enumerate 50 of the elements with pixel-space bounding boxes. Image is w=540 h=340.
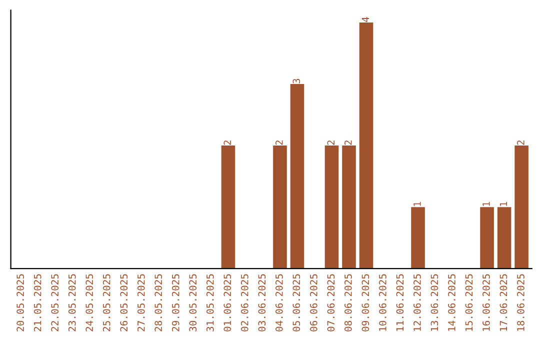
bar <box>411 207 425 269</box>
data-label: 2 <box>275 140 283 145</box>
bar <box>324 146 339 269</box>
bar <box>359 22 374 269</box>
x-tick-label: 21.05.2025 <box>34 274 42 332</box>
data-label: 3 <box>292 78 300 84</box>
x-tick-label: 03.06.2025 <box>258 274 266 332</box>
x-tick-label: 01.06.2025 <box>224 274 232 332</box>
x-tick-label: 12.06.2025 <box>414 274 421 331</box>
bar <box>342 146 356 269</box>
x-tick-label: 17.06.2025 <box>500 274 508 331</box>
x-tick-label: 29.05.2025 <box>172 274 180 332</box>
x-tick-label: 13.06.2025 <box>430 274 438 331</box>
x-tick-label: 23.05.2025 <box>68 274 76 332</box>
bar <box>514 146 528 269</box>
bar <box>497 207 512 269</box>
bar <box>221 146 236 269</box>
x-tick-label: 22.05.2025 <box>51 274 59 332</box>
x-tick-label: 14.06.2025 <box>448 274 456 331</box>
x-tick-label: 10.06.2025 <box>379 274 386 331</box>
data-label: 1 <box>500 202 507 206</box>
x-tick-label: 09.06.2025 <box>362 274 370 332</box>
x-tick-label: 24.05.2025 <box>86 274 94 332</box>
data-label: 4 <box>362 17 369 22</box>
data-label: 1 <box>414 202 421 206</box>
x-tick-label: 06.06.2025 <box>310 274 318 332</box>
bar <box>273 146 287 269</box>
data-label: 2 <box>327 140 334 145</box>
x-tick-label: 05.06.2025 <box>292 274 300 332</box>
x-tick-label: 28.05.2025 <box>154 274 162 332</box>
x-tick-label: 25.05.2025 <box>102 274 110 332</box>
bar <box>480 207 494 269</box>
x-tick-label: 31.05.2025 <box>206 274 214 332</box>
x-tick-label: 18.06.2025 <box>517 274 524 331</box>
data-label: 2 <box>224 140 231 145</box>
data-label: 2 <box>344 140 352 145</box>
bar <box>290 84 304 269</box>
x-tick-label: 08.06.2025 <box>344 274 352 332</box>
x-tick-label: 20.05.2025 <box>16 274 24 332</box>
x-tick-label: 15.06.2025 <box>465 274 473 331</box>
x-tick-label: 16.06.2025 <box>482 274 490 331</box>
x-tick-label: 04.06.2025 <box>275 274 283 332</box>
data-label: 1 <box>482 202 490 206</box>
x-tick-label: 11.06.2025 <box>396 274 404 331</box>
x-tick-label: 02.06.2025 <box>240 274 248 332</box>
x-tick-label: 07.06.2025 <box>327 274 335 332</box>
x-tick-label: 30.05.2025 <box>189 274 197 332</box>
data-label: 2 <box>517 140 524 145</box>
x-tick-label: 27.05.2025 <box>137 274 145 332</box>
x-tick-label: 26.05.2025 <box>120 274 128 332</box>
